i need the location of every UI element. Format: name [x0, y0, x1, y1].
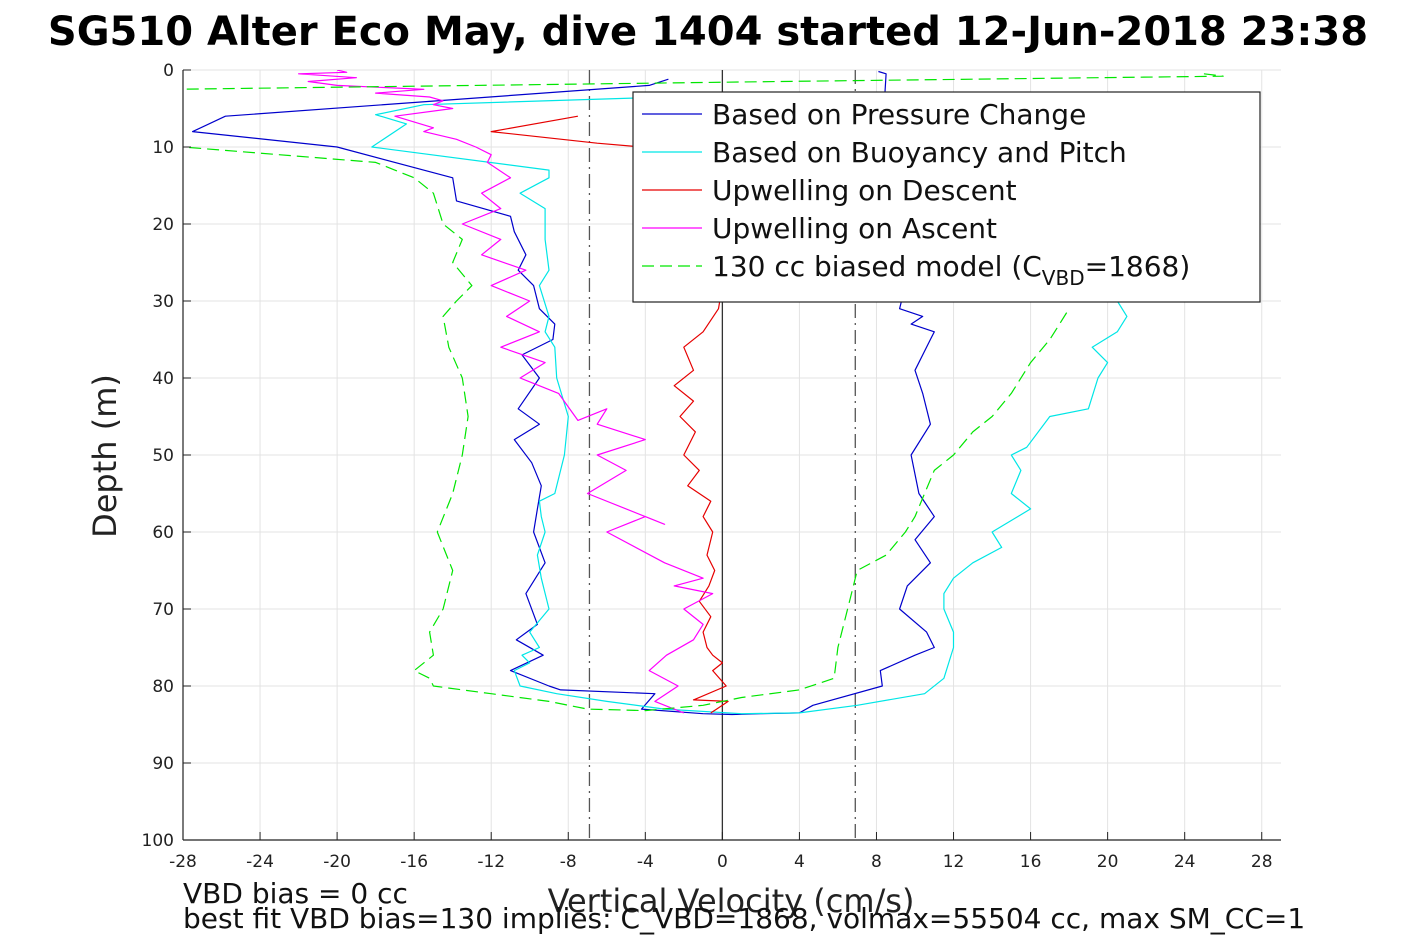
- y-tick-label: 50: [152, 446, 174, 466]
- y-tick-label: 30: [152, 292, 174, 312]
- x-tick-label: 28: [1251, 852, 1273, 872]
- x-tick-label: -28: [169, 852, 197, 872]
- x-tick-label: -24: [246, 852, 274, 872]
- series-group: [183, 70, 1224, 716]
- chart-title: SG510 Alter Eco May, dive 1404 started 1…: [48, 9, 1368, 55]
- legend-box: [632, 91, 1261, 303]
- y-tick-label: 80: [152, 677, 174, 697]
- legend-label: Based on Buoyancy and Pitch: [712, 136, 1127, 169]
- series-line-5: [183, 73, 1224, 712]
- series-line-3: [490, 115, 733, 714]
- y-tick-label: 10: [152, 138, 174, 158]
- y-tick-label: 100: [142, 831, 174, 851]
- x-axis-label: Vertical Velocity (cm/s): [548, 882, 915, 920]
- y-tick-label: 60: [152, 523, 174, 543]
- legend-label: Based on Pressure Change: [712, 98, 1086, 131]
- x-tick-label: 8: [871, 852, 882, 872]
- series-line-1: [192, 70, 935, 716]
- legend-label: Upwelling on Descent: [712, 174, 1017, 207]
- y-tick-label: 0: [163, 61, 174, 81]
- x-tick-label: 16: [1020, 852, 1042, 872]
- x-tick-label: 0: [717, 852, 728, 872]
- series-line-2: [371, 92, 1128, 715]
- y-tick-labels: 0 10 20 30 40 50 60 70 80 90 100: [142, 61, 191, 851]
- y-axis-label: Depth (m): [86, 374, 124, 538]
- x-tick-label: 20: [1097, 852, 1119, 872]
- x-tick-label: -12: [477, 852, 505, 872]
- best-fit-note: best fit VBD bias=130 implies: C_VBD=186…: [183, 902, 1306, 935]
- x-tick-label: -20: [323, 852, 351, 872]
- y-tick-label: 70: [152, 600, 174, 620]
- x-tick-label: 24: [1174, 852, 1196, 872]
- legend-label: 130 cc biased model (CVBD=1868): [712, 250, 1190, 290]
- vbd-bias-note: VBD bias = 0 cc: [183, 877, 408, 910]
- x-tick-label: 12: [943, 852, 965, 872]
- x-tick-labels: -28 -24 -20 -16 -12 -8 -4 0 4 8 12 16 20 24 28: [169, 832, 1273, 872]
- legend: Based on Pressure Change Based on Buoyanc…: [632, 91, 1261, 303]
- x-tick-label: -4: [637, 852, 654, 872]
- legend-label: Upwelling on Ascent: [712, 212, 997, 245]
- y-tick-label: 40: [152, 369, 174, 389]
- x-tick-label: 4: [794, 852, 805, 872]
- series-line-4: [298, 70, 714, 714]
- x-tick-label: -16: [400, 852, 428, 872]
- y-tick-label: 20: [152, 215, 174, 235]
- x-tick-label: -8: [560, 852, 577, 872]
- y-tick-label: 90: [152, 754, 174, 774]
